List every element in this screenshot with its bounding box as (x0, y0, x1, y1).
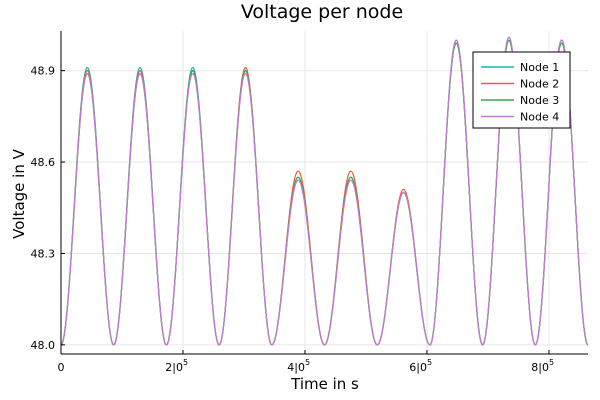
x-tick-label: 4|0 (287, 361, 305, 374)
x-ticks: 0 2|0 5 4|0 5 6|0 5 8|0 5 (58, 350, 554, 374)
legend-label: Node 1 (520, 61, 559, 74)
x-tick-exponent: 5 (183, 358, 188, 367)
chart-title: Voltage per node (241, 1, 403, 23)
x-tick-label: 8|0 (531, 361, 549, 374)
x-axis-label: Time in s (290, 375, 359, 393)
x-tick-label: 0 (58, 361, 65, 374)
x-tick-exponent: 5 (305, 358, 310, 367)
x-tick-exponent: 5 (549, 358, 554, 367)
legend-box (472, 51, 571, 129)
x-tick-exponent: 5 (427, 358, 432, 367)
axes (60, 31, 588, 355)
y-ticks: 48.0 48.3 48.6 48.9 (31, 65, 65, 352)
y-tick-label: 48.9 (31, 65, 56, 78)
y-tick-label: 48.3 (31, 247, 56, 260)
legend-label: Node 4 (520, 111, 559, 124)
y-tick-label: 48.6 (31, 156, 56, 169)
y-axis-label: Voltage in V (10, 148, 28, 238)
legend: Node 1 Node 2 Node 3 Node 4 (472, 51, 571, 129)
x-tick-label: 2|0 (165, 361, 183, 374)
legend-label: Node 3 (520, 94, 559, 107)
x-tick-label: 6|0 (409, 361, 427, 374)
legend-label: Node 2 (520, 78, 559, 91)
y-tick-label: 48.0 (31, 339, 56, 352)
